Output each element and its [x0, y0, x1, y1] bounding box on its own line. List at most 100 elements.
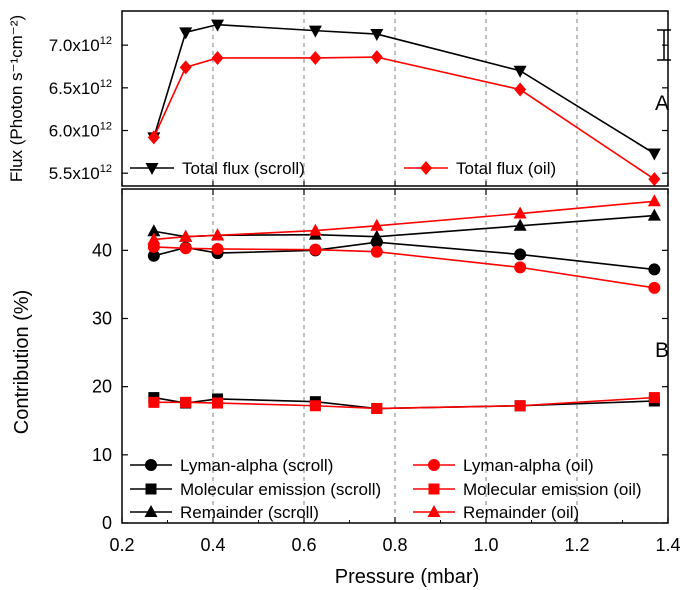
series-line-b-5	[153, 200, 655, 241]
legend-marker	[145, 459, 157, 471]
y-axis-title-b: Contribution (%)	[11, 290, 33, 435]
y-tick-label-a: 6.0x1012	[49, 121, 112, 141]
y-tick-base: 5.5x10	[49, 164, 100, 183]
data-point-a-1-5	[514, 82, 527, 97]
panel-label-b: B	[655, 339, 669, 362]
legend-entry-b-5: Remainder (oil)	[413, 503, 579, 522]
y-tick-label-b: 20	[92, 377, 112, 397]
y-tick-exponent: 12	[100, 35, 112, 47]
legend-marker	[145, 163, 159, 175]
data-point-a-0-1	[179, 27, 193, 40]
y-tick-label-b: 0	[102, 513, 112, 533]
series-b-5	[147, 194, 661, 245]
legend-label: Molecular emission (oil)	[463, 480, 642, 499]
data-point-b-5-3	[308, 223, 322, 236]
data-point-b-3-1	[179, 242, 192, 255]
legend-marker	[420, 161, 432, 175]
data-point-b-4-2	[212, 397, 224, 409]
y-tick-label-b: 40	[92, 240, 112, 260]
data-point-b-4-5	[514, 400, 526, 412]
x-tick-label: 1.2	[564, 535, 589, 555]
y-tick-base: 7.0x10	[49, 36, 100, 55]
data-point-b-5-1	[179, 229, 193, 242]
x-tick-label: 1.0	[473, 535, 498, 555]
data-point-b-3-3	[309, 243, 322, 256]
x-tick-label: 0.4	[200, 535, 225, 555]
y-tick-exponent: 12	[100, 121, 112, 133]
y-tick-base: 6.0x10	[49, 122, 100, 141]
data-point-b-3-2	[211, 242, 224, 255]
y-axis-title-a: Flux (Photon s⁻¹cm⁻²)	[7, 15, 26, 182]
axes-layer: 0.2 0.4 0.6 0.8 1.0 1.2 1.40102030405.5x10126.…	[7, 15, 681, 588]
legend-entry-b-1: Molecular emission (scroll)	[130, 480, 381, 499]
legend-marker	[428, 459, 440, 471]
data-point-b-3-6	[648, 281, 661, 294]
data-point-b-2-0	[147, 224, 161, 237]
data-point-b-4-0	[148, 396, 160, 408]
data-point-a-0-6	[647, 148, 661, 161]
data-point-a-0-4	[370, 29, 384, 42]
data-point-b-5-6	[647, 194, 661, 207]
error-bar-indicator	[657, 29, 671, 61]
data-point-b-0-6	[648, 263, 661, 276]
y-tick-label-a: 5.5x1012	[49, 163, 112, 183]
series-b-2	[147, 208, 661, 242]
legend-entry-b-2: Remainder (scroll)	[130, 503, 319, 522]
y-tick-exponent: 12	[100, 78, 112, 90]
legend-label: Remainder (oil)	[463, 503, 579, 522]
data-point-b-3-4	[370, 245, 383, 258]
data-point-b-3-5	[514, 261, 527, 274]
series-line-a-0	[153, 23, 655, 155]
x-tick-label: 1.4	[655, 535, 680, 555]
data-point-b-5-4	[370, 218, 384, 231]
legend-label: Molecular emission (scroll)	[180, 480, 381, 499]
data-point-b-2-6	[647, 208, 661, 221]
y-tick-label-b: 10	[92, 445, 112, 465]
legend-marker	[144, 505, 158, 517]
data-point-b-4-1	[180, 396, 192, 408]
legend-entry-b-3: Lyman-alpha (oil)	[413, 456, 594, 475]
legend-label: Remainder (scroll)	[180, 503, 319, 522]
y-tick-exponent: 12	[100, 163, 112, 175]
legend-entry-b-0: Lyman-alpha (scroll)	[130, 456, 333, 475]
legend-label: Total flux (oil)	[456, 159, 556, 178]
legend-layer: Total flux (scroll) Total flux (oil) Lyman…	[130, 159, 642, 522]
data-point-a-0-3	[308, 25, 322, 38]
panel-label-a: A	[655, 92, 669, 115]
data-point-a-1-6	[648, 172, 661, 187]
legend-label: Lyman-alpha (oil)	[463, 456, 594, 475]
data-point-b-5-5	[513, 206, 527, 219]
data-point-b-2-4	[370, 229, 384, 242]
data-point-b-4-4	[371, 402, 383, 414]
data-point-b-5-0	[147, 232, 161, 245]
data-point-b-5-2	[211, 228, 225, 241]
series-a-0	[147, 19, 661, 161]
legend-label: Lyman-alpha (scroll)	[180, 456, 333, 475]
data-point-a-0-5	[513, 65, 527, 78]
series-a-1	[147, 50, 661, 187]
data-point-a-1-1	[179, 60, 192, 75]
series-b-0	[147, 236, 661, 276]
y-tick-label-a: 7.0x1012	[49, 35, 112, 55]
x-tick-label: 0.8	[382, 535, 407, 555]
data-point-a-1-2	[211, 50, 224, 65]
series-layer	[147, 19, 661, 414]
legend-marker	[145, 483, 157, 495]
data-point-a-1-3	[309, 50, 322, 65]
series-b-3	[147, 240, 661, 294]
legend-entry-b-4: Molecular emission (oil)	[413, 480, 642, 499]
legend-marker	[428, 483, 440, 495]
x-tick-label: 0.6	[291, 535, 316, 555]
data-point-b-0-5	[514, 248, 527, 261]
series-line-b-2	[153, 214, 655, 238]
series-b-4	[148, 392, 660, 414]
legend-entry-a-1: Total flux (oil)	[404, 159, 556, 178]
data-point-a-0-2	[211, 19, 225, 32]
data-point-a-1-0	[147, 130, 160, 145]
data-point-b-4-3	[309, 400, 321, 412]
x-tick-label: 0.2	[109, 535, 134, 555]
legend-marker	[427, 505, 441, 517]
data-point-b-2-5	[513, 218, 527, 231]
x-axis-title: Pressure (mbar)	[335, 566, 479, 588]
